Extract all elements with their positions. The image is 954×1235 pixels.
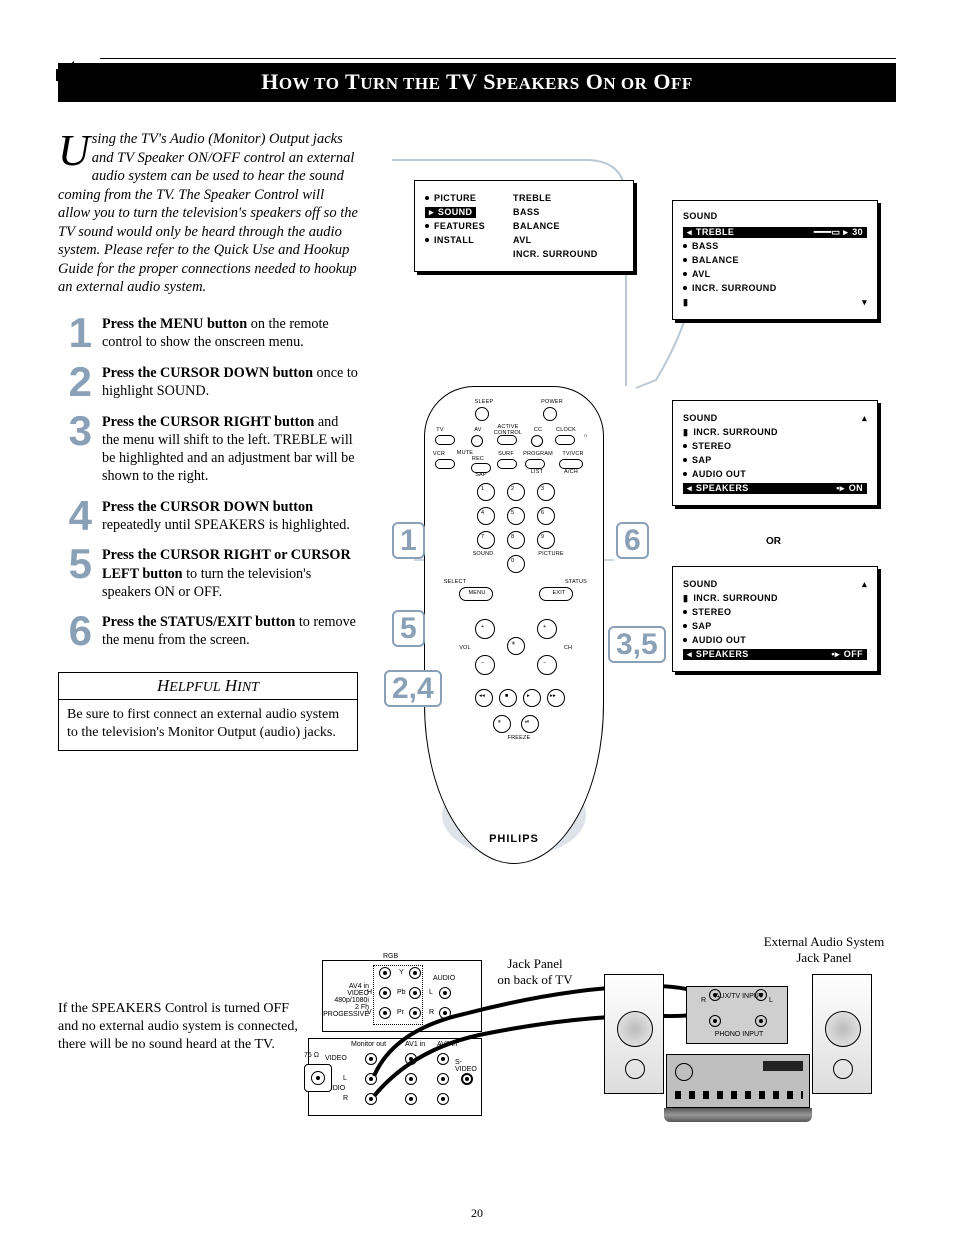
- step-body: Press the CURSOR DOWN button once to hig…: [102, 364, 358, 401]
- amplifier: [666, 1054, 810, 1108]
- page-title-bar: HOW TO TURN THE TV SPEAKERS ON OR OFF: [58, 63, 896, 102]
- speaker-left: [604, 974, 664, 1094]
- left-column: Using the TV's Audio (Monitor) Output ja…: [58, 130, 358, 880]
- osd-sound-speakers-off: SOUND▴ ▮ INCR. SURROUND STEREO SAP AUDIO…: [672, 566, 878, 672]
- right-column: PICTURE ▸SOUND FEATURES INSTALL TREBLE B…: [376, 130, 896, 880]
- hookup-diagram: RGB Y AUDIO H Pb L V Pr R AV4 in VIDEO 4…: [304, 938, 902, 1176]
- step-body: Press the CURSOR RIGHT button and the me…: [102, 413, 358, 486]
- remote-diagram: PICTURE ▸SOUND FEATURES INSTALL TREBLE B…: [376, 130, 896, 880]
- osd-sound-treble: SOUND ◂ TREBLE━━━▭ ▸ 30 BASS BALANCE AVL…: [672, 200, 878, 320]
- bubble-3-5: 3,5: [608, 626, 666, 663]
- step-3: 3 Press the CURSOR RIGHT button and the …: [58, 413, 358, 486]
- step-6: 6 Press the STATUS/EXIT button to remove…: [58, 613, 358, 650]
- step-body: Press the STATUS/EXIT button to remove t…: [102, 613, 358, 650]
- osd-main-menu: PICTURE ▸SOUND FEATURES INSTALL TREBLE B…: [414, 180, 634, 272]
- remote-control: SLEEP POWER TV AV ACTIVE CONTROL CC CLOC…: [424, 386, 604, 864]
- bubble-6: 6: [616, 522, 649, 559]
- helpful-hint-box: HELPFUL HINT Be sure to first connect an…: [58, 672, 358, 751]
- footer-note: If the SPEAKERS Control is turned OFF an…: [58, 1000, 308, 1055]
- step-body: Press the CURSOR RIGHT or CURSOR LEFT bu…: [102, 546, 358, 601]
- step-body: Press the MENU button on the remote cont…: [102, 315, 358, 352]
- step-number: 6: [58, 613, 92, 650]
- or-label: OR: [766, 536, 781, 547]
- step-number: 3: [58, 413, 92, 486]
- brand-logo: PHILIPS: [425, 833, 603, 845]
- page-number: 20: [0, 1206, 954, 1221]
- step-5: 5 Press the CURSOR RIGHT or CURSOR LEFT …: [58, 546, 358, 601]
- bubble-5: 5: [392, 610, 425, 647]
- bubble-1: 1: [392, 522, 425, 559]
- step-4: 4 Press the CURSOR DOWN button repeatedl…: [58, 498, 358, 535]
- intro-paragraph: Using the TV's Audio (Monitor) Output ja…: [58, 130, 358, 297]
- intro-text: sing the TV's Audio (Monitor) Output jac…: [58, 131, 358, 295]
- step-number: 1: [58, 315, 92, 352]
- step-number: 4: [58, 498, 92, 535]
- step-body: Press the CURSOR DOWN button repeatedly …: [102, 498, 358, 535]
- dropcap: U: [58, 130, 92, 168]
- external-panel-caption: External Audio System Jack Panel: [746, 934, 902, 966]
- hint-title: HELPFUL HINT: [59, 673, 357, 700]
- step-number: 2: [58, 364, 92, 401]
- external-jack-panel: AUX/TV INPUT R L PHONO INPUT: [686, 986, 788, 1044]
- speaker-right: [812, 974, 872, 1094]
- amplifier-base: [664, 1108, 812, 1122]
- bubble-2-4: 2,4: [384, 670, 442, 707]
- steps-list: 1 Press the MENU button on the remote co…: [58, 315, 358, 650]
- step-number: 5: [58, 546, 92, 601]
- step-1: 1 Press the MENU button on the remote co…: [58, 315, 358, 352]
- osd-sound-speakers-on: SOUND▴ ▮ INCR. SURROUND STEREO SAP AUDIO…: [672, 400, 878, 506]
- page-title: HOW TO TURN THE TV SPEAKERS ON OR OFF: [261, 69, 693, 94]
- hint-body: Be sure to first connect an external aud…: [59, 700, 357, 750]
- step-2: 2 Press the CURSOR DOWN button once to h…: [58, 364, 358, 401]
- top-rule: [58, 58, 896, 59]
